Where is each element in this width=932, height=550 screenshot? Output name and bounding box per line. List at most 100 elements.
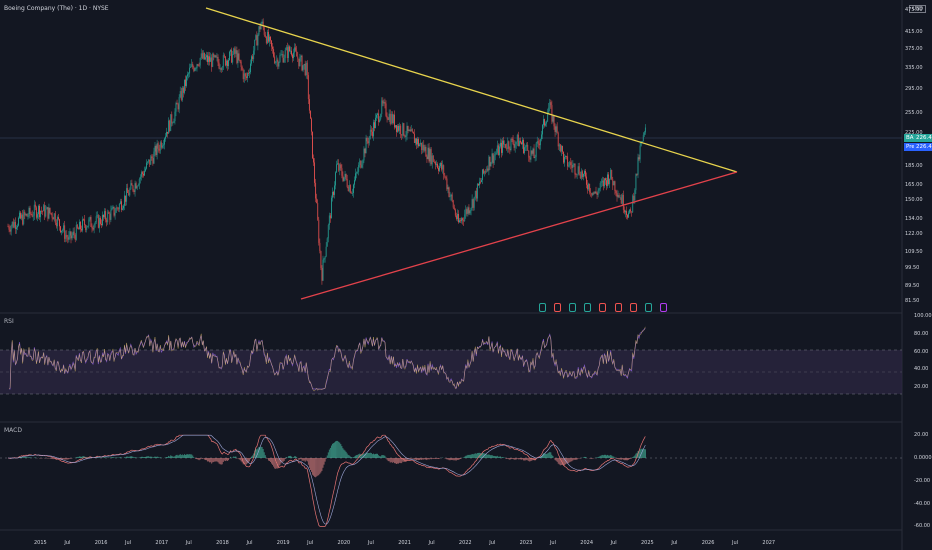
candle-body xyxy=(634,190,636,201)
candle-body xyxy=(223,55,225,57)
candle-body xyxy=(368,136,370,144)
price-tick-label: 185.00 xyxy=(905,162,923,169)
macd-histogram-bar xyxy=(279,458,281,466)
macd-histogram-bar xyxy=(428,458,430,460)
candle-body xyxy=(46,207,48,210)
candle-body xyxy=(332,191,333,198)
candle-body xyxy=(100,217,101,224)
macd-histogram-bar xyxy=(268,458,269,461)
candle-body xyxy=(614,181,616,191)
candle-body xyxy=(565,156,566,158)
signal-marker-down[interactable] xyxy=(629,303,637,312)
candle-body xyxy=(132,185,134,191)
candle-body xyxy=(202,52,204,59)
candle-body xyxy=(298,58,300,67)
signal-marker-up[interactable] xyxy=(569,303,577,312)
currency-badge[interactable]: USD xyxy=(909,5,926,13)
candle-body xyxy=(592,192,594,196)
candle-body xyxy=(630,209,632,212)
price-tick-label: 99.50 xyxy=(905,265,920,272)
candle-body xyxy=(182,87,184,93)
macd-histogram-bar xyxy=(354,456,355,458)
candle-body xyxy=(69,231,71,236)
candle-body xyxy=(581,171,583,177)
signal-marker-down[interactable] xyxy=(554,303,562,312)
candle-body xyxy=(312,131,313,159)
macd-histogram-bar xyxy=(465,455,467,458)
candle-body xyxy=(50,213,52,214)
candle-body xyxy=(60,226,61,233)
macd-histogram-bar xyxy=(281,458,283,462)
macd-histogram-bar xyxy=(630,458,632,459)
macd-histogram-bar xyxy=(298,458,300,460)
macd-histogram-bar xyxy=(404,458,406,462)
candle-body xyxy=(221,67,223,70)
candle-body xyxy=(415,138,416,143)
signal-marker-up[interactable] xyxy=(539,303,546,312)
macd-histogram-bar xyxy=(419,458,420,460)
candle-body xyxy=(160,142,162,148)
support-trendline[interactable] xyxy=(300,171,738,300)
macd-histogram-bar xyxy=(175,455,177,458)
candle-body xyxy=(501,142,502,153)
rsi-series xyxy=(8,326,646,392)
candle-body xyxy=(290,50,291,52)
macd-histogram-bar xyxy=(512,458,514,460)
macd-histogram-bar xyxy=(574,458,576,460)
candle-body xyxy=(375,117,376,129)
macd-histogram-bar xyxy=(170,455,172,458)
macd-histogram-bar xyxy=(83,456,84,458)
candle-body xyxy=(548,107,550,114)
candle-body xyxy=(148,159,150,162)
macd-histogram-bar xyxy=(490,455,492,458)
macd-histogram-bar xyxy=(341,446,343,458)
signal-marker-down[interactable] xyxy=(599,303,607,312)
macd-histogram-bar xyxy=(485,453,487,458)
macd-histogram-bar xyxy=(24,457,26,458)
resistance-trendline[interactable] xyxy=(205,7,738,173)
signal-marker-purple[interactable] xyxy=(659,303,667,312)
candle-body xyxy=(512,138,514,144)
macd-histogram-bar xyxy=(632,457,634,458)
macd-histogram-bar xyxy=(335,441,336,458)
macd-histogram-bar xyxy=(601,454,603,458)
candle-body xyxy=(578,166,580,175)
candle-body xyxy=(314,162,315,183)
macd-histogram-bar xyxy=(273,458,275,467)
macd-histogram-bar xyxy=(245,458,247,465)
candle-body xyxy=(577,166,579,175)
macd-histogram-bar xyxy=(133,457,135,458)
candle-body xyxy=(72,231,74,236)
candle-body xyxy=(556,126,558,134)
candle-body xyxy=(568,165,570,167)
time-tick-label: Jul xyxy=(367,540,374,546)
macd-histogram-bar xyxy=(250,458,251,460)
candle-body xyxy=(179,91,181,98)
candle-body xyxy=(583,173,584,177)
candle-body xyxy=(486,168,488,172)
macd-histogram-bar xyxy=(203,458,205,460)
candle-body xyxy=(217,56,219,63)
candle-body xyxy=(579,174,581,179)
candle-body xyxy=(484,171,486,174)
candle-body xyxy=(535,143,537,157)
macd-histogram-bar xyxy=(362,454,364,458)
signal-marker-up[interactable] xyxy=(644,303,652,312)
macd-histogram-bar xyxy=(494,456,496,458)
candle-body xyxy=(447,187,449,190)
signal-marker-up[interactable] xyxy=(584,303,592,312)
macd-histogram-bar xyxy=(339,442,341,458)
time-tick-label: 2020 xyxy=(337,540,351,546)
signal-marker-down[interactable] xyxy=(614,303,622,312)
macd-histogram-bar xyxy=(283,458,285,461)
macd-histogram-bar xyxy=(487,454,489,458)
macd-histogram-bar xyxy=(506,458,508,459)
macd-histogram-bar xyxy=(546,453,548,458)
candle-body xyxy=(195,68,197,69)
candle-body xyxy=(471,199,473,208)
candle-body xyxy=(184,79,185,93)
macd-histogram-bar xyxy=(378,455,380,458)
candle-body xyxy=(131,183,133,186)
macd-histogram-bar xyxy=(337,440,339,458)
